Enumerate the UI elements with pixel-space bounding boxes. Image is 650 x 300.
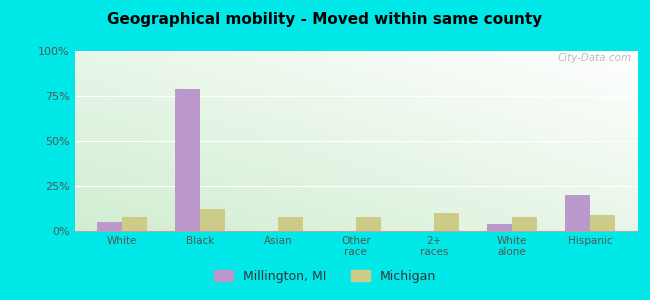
Text: Geographical mobility - Moved within same county: Geographical mobility - Moved within sam… — [107, 12, 543, 27]
Bar — [487, 224, 512, 231]
Bar — [356, 217, 381, 231]
Text: City-Data.com: City-Data.com — [557, 53, 631, 63]
Bar — [512, 217, 537, 231]
Bar — [434, 213, 459, 231]
Bar — [565, 195, 590, 231]
Bar — [122, 217, 147, 231]
Bar — [200, 209, 225, 231]
Legend: Millington, MI, Michigan: Millington, MI, Michigan — [209, 265, 441, 288]
Bar — [97, 222, 122, 231]
Bar — [590, 215, 615, 231]
Bar — [278, 217, 303, 231]
Bar — [175, 89, 200, 231]
